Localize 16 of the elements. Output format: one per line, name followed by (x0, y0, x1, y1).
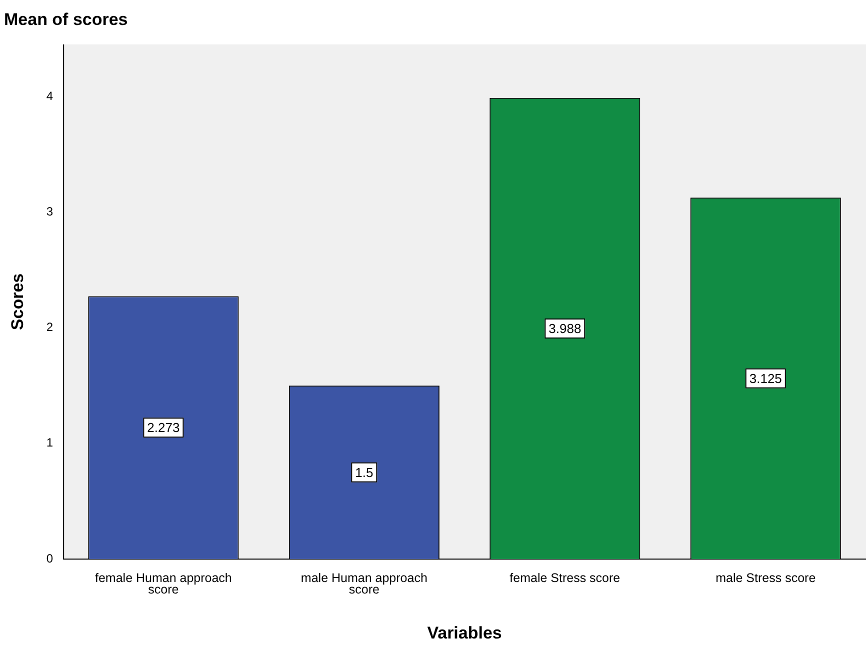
y-tick-label: 4 (46, 88, 54, 103)
data-label: 3.125 (749, 370, 782, 386)
chart-title: Mean of scores (4, 10, 128, 29)
y-tick-label: 0 (46, 551, 54, 566)
y-tick-label: 3 (46, 204, 54, 218)
x-tick-label: male Stress score (716, 571, 816, 586)
data-label: 3.988 (548, 321, 582, 336)
y-axis-title: Scores (8, 273, 27, 330)
data-label: 2.273 (147, 420, 180, 436)
y-tick-label: 1 (46, 436, 54, 450)
x-tick-label: female Stress score (510, 571, 620, 586)
x-tick-label: female Human approach score (94, 571, 232, 596)
x-tick-label: male Human approach score (300, 571, 428, 596)
data-label: 1.5 (355, 464, 374, 480)
x-axis-title: Variables (427, 623, 502, 642)
y-tick-label: 2 (46, 320, 54, 334)
